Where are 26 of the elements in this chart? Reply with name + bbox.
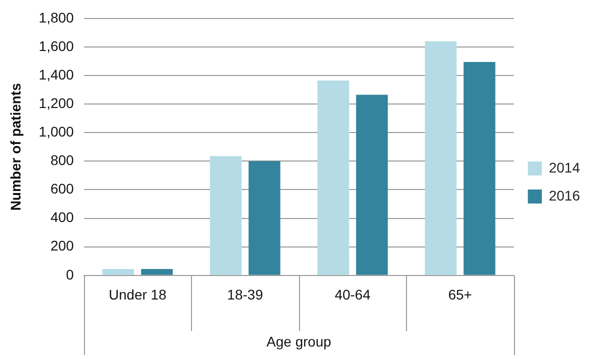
- x-tick-label: 18-39: [227, 286, 264, 303]
- bar: [424, 41, 457, 275]
- y-tick-label: 600: [50, 180, 74, 197]
- x-axis-title: Age group: [266, 333, 332, 350]
- legend-label: 2016: [548, 187, 580, 204]
- bar: [317, 80, 350, 275]
- x-tick-label: Under 18: [108, 286, 167, 303]
- legend-label: 2014: [548, 159, 580, 176]
- bar: [248, 161, 280, 275]
- y-tick-label: 1,200: [38, 94, 74, 111]
- y-tick-label: 400: [50, 209, 74, 226]
- y-tick-label: 800: [50, 152, 74, 168]
- y-tick-label: 0: [66, 266, 74, 282]
- bar: [210, 156, 242, 275]
- y-axis-title: Number of patients: [7, 82, 24, 211]
- bar: [102, 268, 134, 275]
- bar: [356, 94, 388, 275]
- y-tick-label: 1,400: [38, 66, 74, 82]
- x-tick-label: 40-64: [334, 286, 371, 303]
- bar: [464, 62, 496, 275]
- y-tick-label: 1,000: [38, 123, 74, 140]
- y-tick-label: 200: [50, 238, 74, 254]
- x-tick-label: 65+: [448, 286, 472, 303]
- y-tick-label: 1,800: [38, 9, 74, 26]
- y-tick-label: 1,600: [38, 38, 74, 54]
- bar: [141, 268, 173, 275]
